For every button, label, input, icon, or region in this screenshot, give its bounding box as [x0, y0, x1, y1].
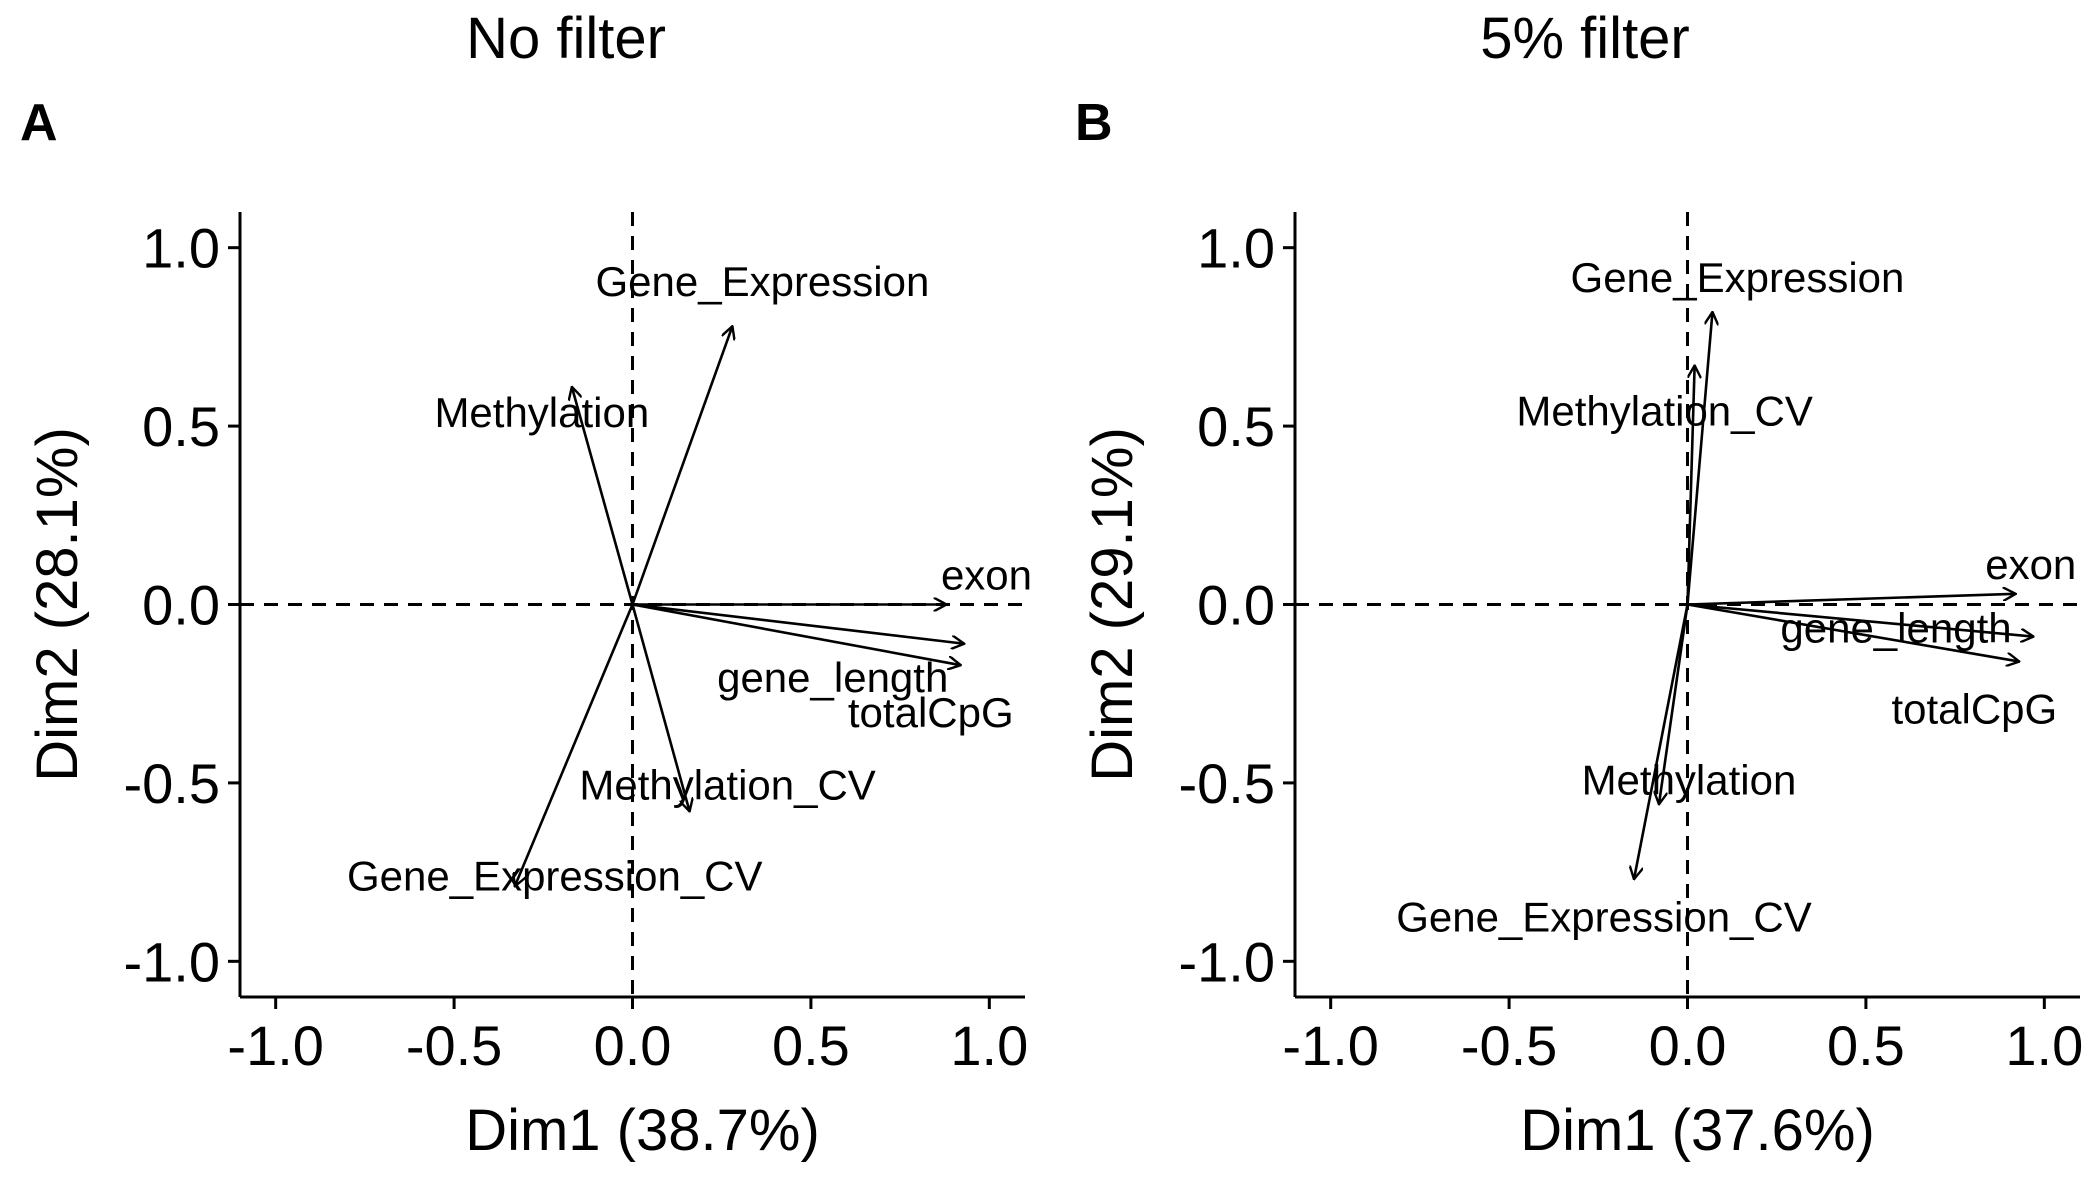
- vector-label-methylation: Methylation: [1582, 756, 1797, 803]
- vector-exon: [1687, 594, 2016, 606]
- y-tick-label: -0.5: [124, 752, 221, 815]
- vector-label-gene-length: gene_length: [717, 654, 948, 701]
- vector-gene-expression-cv: [1634, 604, 1689, 880]
- y-tick-label: 0.0: [142, 574, 220, 637]
- panel-title: 5% filter: [1480, 6, 1690, 71]
- panel-b: 5% filter B -1.0 -0.5 0.0 0.5 1.0 -1.0 -0.5 0.0 0.…: [1075, 6, 2083, 1163]
- vector-label-exon: exon: [941, 552, 1032, 599]
- y-axis-title: Dim2 (29.1%): [1080, 427, 1145, 782]
- vector-label-methylation: Methylation: [434, 389, 649, 436]
- vector-gene-expression: [631, 326, 733, 605]
- x-axis-title: Dim1 (37.6%): [1520, 1098, 1875, 1163]
- vector-label-exon: exon: [1985, 541, 2076, 588]
- x-tick-label: 0.5: [1827, 1014, 1905, 1077]
- y-tick-label: -1.0: [1179, 930, 1276, 993]
- vector-gene-expression-cv: [515, 603, 634, 887]
- y-tick-label: 0.0: [1197, 574, 1275, 637]
- x-tick-label: -0.5: [1461, 1014, 1558, 1077]
- x-tick-label: -1.0: [227, 1014, 324, 1077]
- y-tick-label: 0.5: [142, 395, 220, 458]
- vector-label-methylation-cv: Methylation_CV: [579, 761, 875, 808]
- vector-gene-expression: [1686, 312, 1713, 605]
- x-tick-label: 0.5: [772, 1014, 850, 1077]
- vector-label-gene-expression: Gene_Expression: [595, 258, 929, 305]
- vector-totalcpg: [632, 603, 961, 666]
- panel-title: No filter: [466, 6, 666, 71]
- vector-methylation-cv: [631, 604, 690, 812]
- vector-label-gene-expression: Gene_Expression: [1571, 254, 1905, 301]
- y-axis-title: Dim2 (28.1%): [25, 427, 90, 782]
- y-tick-label: 0.5: [1197, 395, 1275, 458]
- vector-label-methylation-cv: Methylation_CV: [1516, 387, 1812, 434]
- x-axis-title: Dim1 (38.7%): [465, 1098, 820, 1163]
- vector-label-gene-expression-cv: Gene_Expression_CV: [1396, 893, 1812, 940]
- panel-letter: B: [1075, 94, 1113, 152]
- vector-methylation-cv: [1686, 365, 1695, 605]
- x-tick-label: 0.0: [594, 1014, 672, 1077]
- vector-methylation: [572, 387, 634, 605]
- x-tick-label: 1.0: [950, 1014, 1028, 1077]
- panel-a: No filter A -1.0 -0.5 0.0 0.5 1.0 -1.0 -0.5 0.0 0.…: [20, 6, 1032, 1163]
- vector-totalcpg: [1687, 603, 2020, 662]
- vector-label-gene-expression-cv: Gene_Expression_CV: [347, 852, 763, 899]
- vector-gene-length: [632, 603, 965, 644]
- x-tick-label: 0.0: [1649, 1014, 1727, 1077]
- vector-label-totalcpg: totalCpG: [1891, 686, 2057, 733]
- x-tick-label: -1.0: [1282, 1014, 1379, 1077]
- vector-methylation: [1659, 604, 1689, 805]
- y-tick-label: 1.0: [1197, 217, 1275, 280]
- vector-label-totalcpg: totalCpG: [848, 689, 1014, 736]
- y-tick-label: 1.0: [142, 217, 220, 280]
- panel-letter: A: [20, 94, 58, 152]
- y-tick-label: -0.5: [1179, 752, 1276, 815]
- x-tick-label: 1.0: [2005, 1014, 2083, 1077]
- y-tick-label: -1.0: [124, 930, 221, 993]
- x-tick-label: -0.5: [406, 1014, 503, 1077]
- vector-label-gene-length: gene_length: [1780, 605, 2011, 652]
- vector-gene-length: [1687, 603, 2034, 637]
